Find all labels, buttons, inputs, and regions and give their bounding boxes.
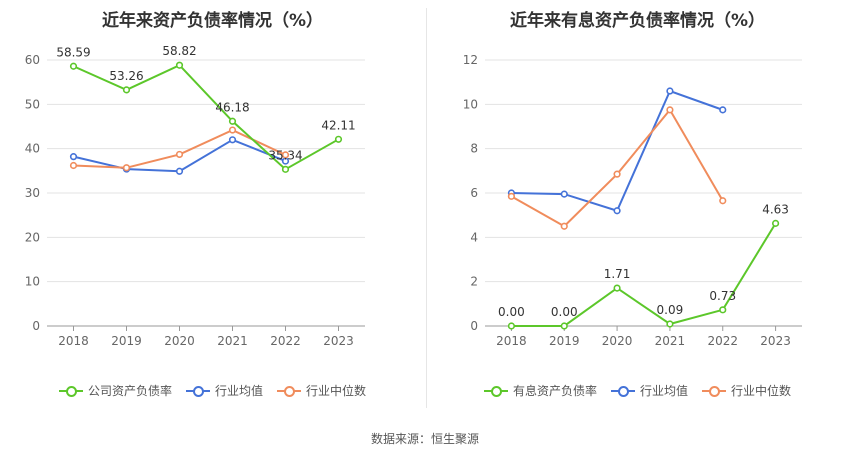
y-tick-label: 0	[470, 319, 478, 333]
x-tick-label: 2019	[549, 334, 580, 348]
chart-panel-right: 近年来有息资产负债率情况（%） 0 2 4 6 8 10 12 2018 2019 2020 202…	[425, 0, 850, 420]
x-tick-label: 2019	[111, 334, 142, 348]
legend-item[interactable]: 行业均值	[610, 382, 688, 399]
data-point	[228, 117, 237, 125]
y-tick-label: 6	[470, 186, 478, 200]
legend-item[interactable]: 行业均值	[185, 382, 263, 399]
data-point	[771, 219, 780, 227]
legend-swatch	[610, 385, 635, 397]
data-label: 1.71	[604, 267, 631, 281]
x-tick-label: 2020	[164, 334, 195, 348]
data-label: 58.82	[162, 44, 196, 58]
legend-swatch	[483, 385, 508, 397]
y-tick-label: 0	[32, 319, 40, 333]
data-point	[122, 164, 131, 172]
chart-title-left: 近年来资产负债率情况（%）	[101, 11, 324, 31]
legend-swatch	[277, 385, 301, 397]
x-tick-label: 2023	[760, 334, 791, 348]
legend-label: 行业均值	[639, 384, 688, 398]
data-label: 0.00	[551, 305, 578, 319]
data-point	[69, 161, 78, 170]
data-point	[228, 136, 237, 144]
data-point	[175, 61, 184, 69]
legend-label: 行业中位数	[731, 384, 792, 398]
chart-panel-left: 近年来资产负债率情况（%） 0 10 20 30 40 50 60 2018 2019 2020 2…	[0, 0, 425, 420]
y-tick-label: 12	[463, 53, 478, 67]
data-point	[175, 167, 184, 175]
y-tick-label: 10	[463, 97, 478, 111]
x-tick-label: 2023	[323, 334, 354, 348]
y-tick-label: 50	[25, 97, 40, 111]
data-label: 53.26	[109, 69, 143, 83]
legend-label: 公司资产负债率	[87, 384, 172, 398]
legend-item[interactable]: 公司资产负债率	[58, 382, 172, 399]
x-tick-label: 2018	[496, 334, 527, 348]
data-label: 0.73	[709, 289, 736, 303]
x-tick-label: 2021	[217, 334, 248, 348]
data-point	[613, 170, 621, 178]
data-point	[613, 284, 621, 292]
legend-item[interactable]: 行业中位数	[277, 382, 366, 399]
data-point	[507, 192, 516, 200]
data-point	[281, 165, 290, 173]
y-tick-label: 30	[25, 186, 40, 200]
data-point	[334, 135, 343, 143]
chart-svg-right: 0 2 4 6 8 10 12 2018 2019 2020 2021 2022 2023 0.00 0.0…	[463, 53, 802, 348]
data-label: 46.18	[215, 100, 249, 114]
legend-swatch	[58, 385, 83, 397]
data-label: 0.00	[498, 305, 525, 319]
y-tick-label: 2	[470, 275, 478, 289]
data-label: 35.34	[268, 148, 302, 162]
data-point	[281, 151, 290, 159]
data-label: 0.09	[657, 303, 684, 317]
data-point	[560, 322, 568, 330]
data-point	[122, 86, 131, 94]
data-label: 42.11	[321, 118, 355, 132]
y-tick-label: 20	[25, 230, 40, 244]
data-point	[69, 153, 78, 161]
legend-item[interactable]: 行业中位数	[702, 382, 791, 399]
chart-title-right: 近年来有息资产负债率情况（%）	[509, 11, 766, 31]
x-tick-label: 2018	[58, 334, 89, 348]
chart-legend-left: 公司资产负债率 行业均值 行业中位数	[0, 382, 425, 399]
panel-divider	[426, 8, 427, 408]
data-point	[560, 222, 568, 230]
data-point	[560, 190, 568, 198]
legend-item[interactable]: 有息资产负债率	[483, 382, 597, 399]
data-source: 数据来源：恒生聚源	[370, 432, 479, 446]
x-tick-label: 2022	[270, 334, 301, 348]
data-point	[719, 197, 727, 205]
data-point	[666, 320, 674, 328]
legend-label: 行业均值	[214, 384, 263, 398]
y-tick-label: 4	[470, 230, 478, 244]
y-tick-label: 40	[25, 142, 40, 156]
data-label: 4.63	[762, 202, 789, 216]
x-tick-label: 2020	[602, 334, 633, 348]
data-point	[613, 207, 621, 215]
data-point	[666, 87, 674, 95]
data-point	[175, 150, 184, 159]
data-point	[507, 322, 516, 330]
y-tick-label: 8	[470, 142, 478, 156]
data-point	[719, 106, 727, 114]
legend-swatch	[702, 385, 726, 397]
legend-label: 行业中位数	[306, 384, 367, 398]
legend-label: 有息资产负债率	[512, 384, 597, 398]
x-tick-label: 2022	[707, 334, 738, 348]
series-line	[73, 64, 339, 171]
x-tick-label: 2021	[655, 334, 686, 348]
data-point	[666, 106, 674, 114]
series-line	[511, 222, 777, 327]
data-point	[69, 62, 78, 70]
legend-swatch	[185, 385, 210, 397]
y-tick-label: 10	[25, 275, 40, 289]
data-label: 58.59	[56, 45, 90, 59]
chart-svg-left: 0 10 20 30 40 50 60 2018 2019 2020 2021 2022 2023 58.…	[25, 44, 365, 348]
chart-legend-right: 有息资产负债率 行业均值 行业中位数	[425, 382, 850, 399]
data-point	[228, 126, 237, 134]
y-tick-label: 60	[25, 53, 40, 67]
data-point	[719, 306, 727, 314]
